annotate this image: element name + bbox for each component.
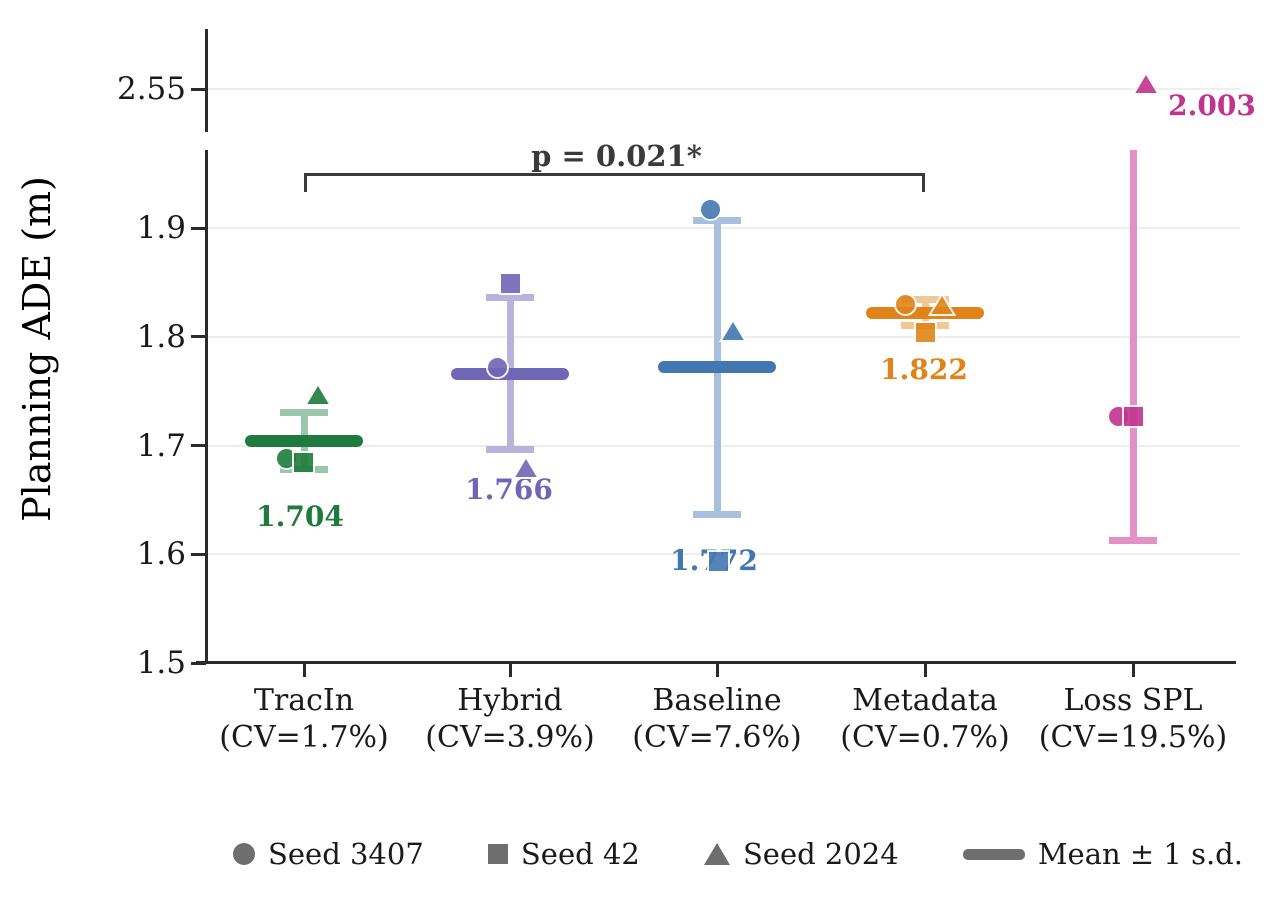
marker-tracin-seed-42 (291, 451, 315, 475)
x-category-name: TracIn (253, 683, 355, 718)
x-tick-mark (302, 663, 306, 677)
legend-item: Seed 2024 (703, 837, 899, 871)
gridline (207, 227, 1240, 229)
mean-value-label-metadata: 1.822 (880, 353, 968, 386)
marker-tracin-seed-2024 (303, 382, 333, 407)
x-category-label: Hybrid (CV=3.9%) (380, 682, 640, 756)
marker-loss-spl-seed-42 (1121, 404, 1145, 428)
marker-baseline-seed-2024 (718, 318, 748, 343)
errorbar-cap-bottom-baseline (693, 510, 741, 518)
legend-item: Seed 3407 (233, 837, 424, 871)
significance-bracket-tick (922, 173, 925, 192)
x-category-cv: (CV=3.9%) (425, 720, 595, 755)
legend: Seed 3407 Seed 42 Seed 2024 Mean ± 1 s.d. (233, 830, 1243, 878)
marker-metadata-seed-42 (913, 320, 937, 344)
marker-hybrid-seed-42 (498, 271, 522, 295)
errorbar-cap-top-metadata (901, 296, 949, 304)
x-category-name: Hybrid (457, 683, 563, 718)
legend-label: Seed 2024 (742, 837, 899, 871)
x-category-label: Baseline (CV=7.6%) (587, 682, 847, 756)
marker-metadata-seed-2024 (927, 292, 957, 317)
gridline (207, 444, 1240, 447)
y-tick-mark (191, 87, 206, 91)
legend-square-icon (487, 844, 508, 864)
errorbar-cap-top-hybrid (486, 294, 534, 302)
x-tick-mark (923, 663, 927, 677)
y-tick-label: 1.8 (136, 318, 186, 355)
errorbar-line-loss-spl (1129, 150, 1137, 541)
y-tick-label: 1.7 (136, 427, 186, 464)
legend-item: Seed 42 (487, 837, 640, 871)
y-tick-label: 2.55 (116, 71, 186, 107)
errorbar-cap-bottom-hybrid (486, 446, 534, 454)
x-category-cv: (CV=19.5%) (1038, 720, 1228, 755)
y-tick-label: 1.5 (136, 645, 186, 681)
mean-bar-hybrid (451, 367, 569, 380)
errorbar-cap-top-tracin (280, 409, 328, 417)
x-axis-line (196, 661, 1236, 664)
marker-hybrid-seed-2024 (511, 455, 541, 480)
x-tick-mark (1131, 663, 1135, 677)
marker-baseline-seed-3407 (698, 198, 722, 221)
y-tick-mark (191, 335, 206, 339)
y-axis-spine-main (205, 150, 208, 662)
y-tick-mark (191, 444, 206, 447)
y-tick-mark (191, 226, 206, 230)
y-axis-spine-upper (205, 29, 208, 132)
mean-bar-tracin (245, 435, 363, 448)
errorbar-cap-bottom-loss-spl (1109, 536, 1157, 544)
errorbar-cap-top-baseline (693, 216, 741, 224)
marker-baseline-seed-42 (706, 550, 730, 574)
significance-bracket (304, 173, 925, 176)
legend-label: Mean ± 1 s.d. (1037, 837, 1243, 871)
y-tick-label: 1.6 (136, 536, 186, 573)
x-category-name: Metadata (852, 683, 998, 718)
x-category-label: TracIn (CV=1.7%) (174, 682, 434, 756)
marker-hybrid-seed-3407 (485, 355, 509, 379)
x-category-cv: (CV=1.7%) (219, 720, 389, 755)
x-category-name: Baseline (652, 683, 782, 718)
mean-value-label-tracin: 1.704 (256, 500, 344, 533)
mean-value-label-loss-spl: 2.003 (1168, 89, 1256, 122)
mean-bar-metadata (866, 306, 984, 319)
legend-line-icon (962, 848, 1025, 860)
legend-label: Seed 3407 (268, 837, 424, 871)
marker-loss-spl-seed-2024 (1131, 70, 1161, 96)
legend-item: Mean ± 1 s.d. (962, 837, 1243, 871)
x-category-cv: (CV=0.7%) (840, 720, 1010, 755)
y-tick-mark (191, 661, 206, 665)
x-category-name: Loss SPL (1063, 683, 1203, 718)
y-tick-label: 1.9 (136, 210, 186, 246)
x-category-cv: (CV=7.6%) (632, 720, 802, 755)
legend-triangle-icon (703, 843, 730, 865)
x-category-label: Metadata (CV=0.7%) (795, 682, 1055, 756)
y-tick-mark (191, 552, 206, 556)
x-tick-mark (715, 663, 719, 677)
significance-bracket-tick (304, 173, 307, 192)
gridline (207, 88, 1240, 90)
marker-metadata-seed-3407 (893, 292, 917, 316)
legend-label: Seed 42 (520, 837, 640, 871)
x-tick-mark (508, 663, 512, 677)
x-category-label: Loss SPL (CV=19.5%) (1003, 682, 1263, 756)
mean-bar-baseline (658, 361, 776, 374)
legend-circle-icon (233, 843, 255, 865)
p-value-label: p = 0.021* (531, 139, 702, 173)
